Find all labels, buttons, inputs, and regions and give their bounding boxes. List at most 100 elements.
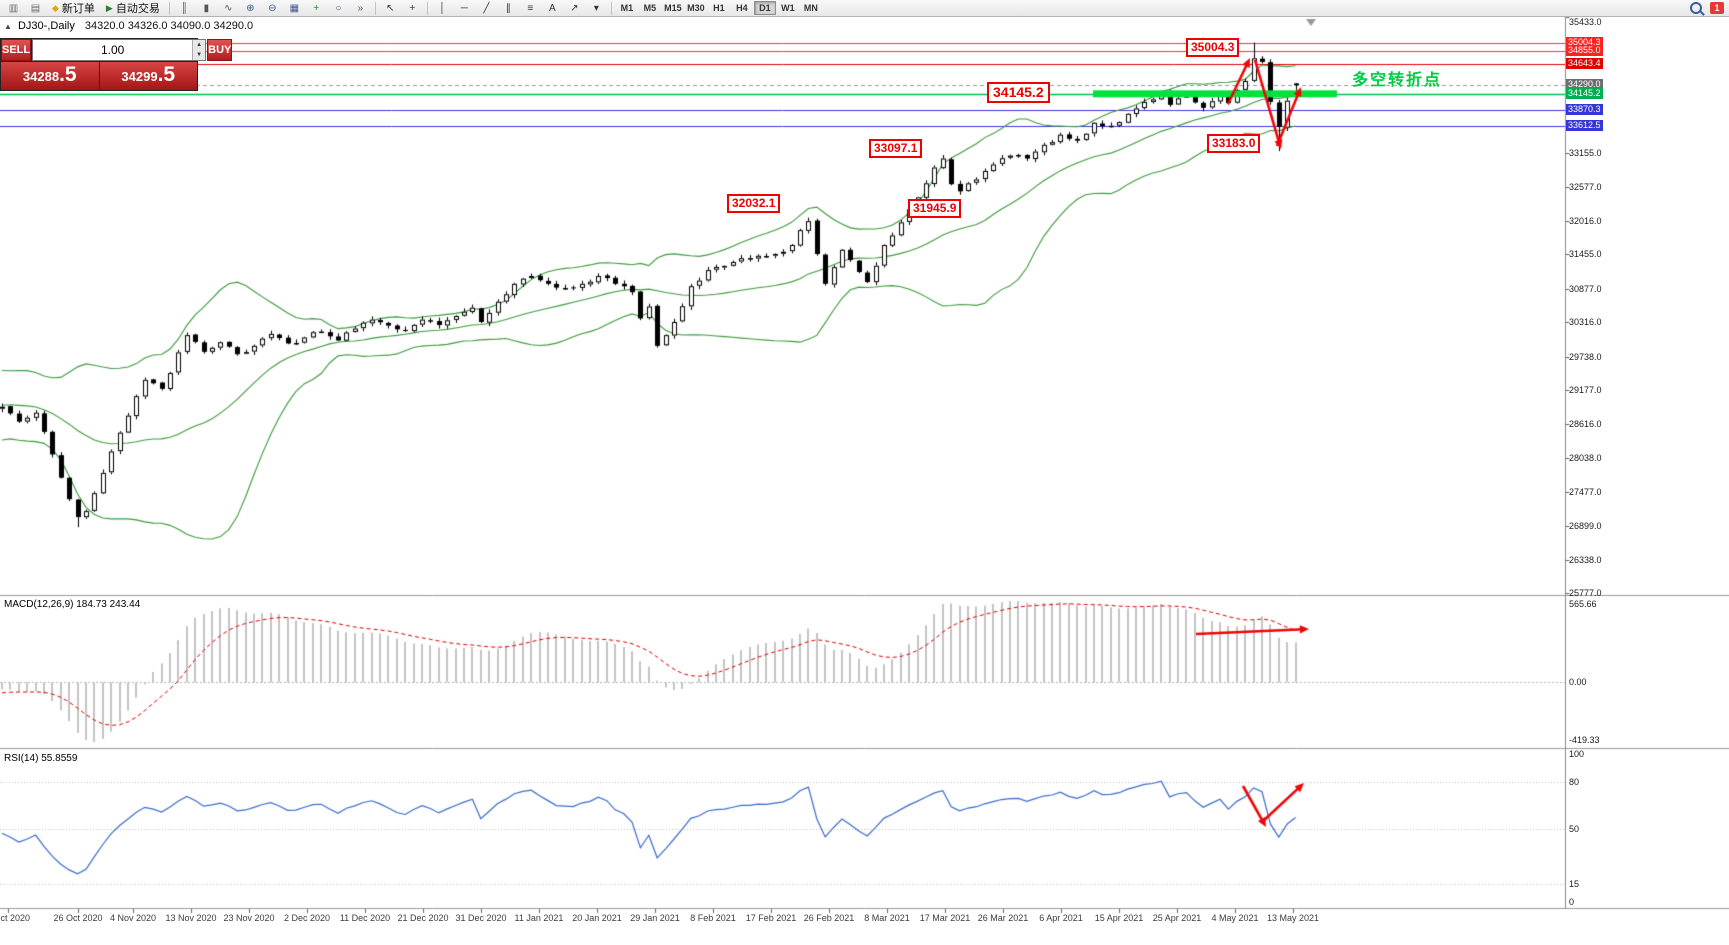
ohlc-values: 34320.0 34326.0 34090.0 34290.0 — [84, 20, 254, 32]
price-axis-badge: 33870.3 — [1566, 104, 1603, 116]
price-annotation-box[interactable]: 34145.2 — [987, 82, 1050, 103]
search-icon[interactable] — [1690, 2, 1702, 14]
price-axis-badge: 34145.2 — [1566, 87, 1603, 99]
date-axis-label: 11 Dec 2020 — [339, 913, 391, 923]
date-axis-label: 4 May 2021 — [1211, 913, 1259, 923]
date-axis-label: 26 Feb 2021 — [803, 913, 855, 923]
price-axis-badge: 34855.0 — [1566, 45, 1603, 57]
price-axis-badge: 34643.4 — [1566, 58, 1603, 70]
price-annotation-box[interactable]: 33183.0 — [1207, 134, 1261, 153]
price-axis-tick-label: 26899.0 — [1569, 521, 1602, 532]
sell-price-pips: .5 — [59, 63, 77, 86]
tile-windows-icon[interactable]: ▦ — [289, 2, 300, 14]
zoom-out-icon[interactable]: ⊖ — [268, 2, 277, 14]
bar-chart-icon[interactable]: ║ — [180, 2, 188, 14]
date-axis-label: 21 Dec 2020 — [397, 913, 449, 923]
horizontal-line-icon[interactable]: ─ — [460, 2, 468, 14]
timeframe-button-MN[interactable]: MN — [803, 3, 818, 13]
fibonacci-icon[interactable]: ≡ — [527, 2, 534, 14]
date-axis-label: 2 Dec 2020 — [283, 913, 331, 923]
date-axis-label: 6 Oct 2020 — [0, 913, 31, 923]
price-annotation-box[interactable]: 33097.1 — [869, 139, 923, 158]
new-order-button-label: 新订单 — [61, 3, 95, 15]
price-axis-tick-label: 28038.0 — [1569, 453, 1602, 464]
sell-button[interactable]: SELL — [1, 39, 32, 61]
bull-bear-turning-point-note[interactable]: 多空转折点 — [1352, 72, 1443, 89]
arrows-tool-icon[interactable]: ↗ — [570, 2, 579, 14]
price-axis-tick-label: 29177.0 — [1569, 385, 1602, 396]
chart-shift-icon[interactable]: » — [357, 2, 364, 14]
buy-price-pips: .5 — [157, 63, 176, 86]
main-toolbar: ▥ ▤ ◆ 新订单 ▶ 自动交易 ║ ▮ ∿ ⊕ ⊖ ▦ + ○» ↖ + │ ─ ╱ ∥ ≡ A ↗ ▾ M1 M5 M15 M30… — [0, 0, 1729, 17]
toolbar-separator — [610, 1, 612, 15]
date-axis-label: 31 Dec 2020 — [455, 913, 507, 923]
lot-size-field: ▲ ▼ — [32, 39, 207, 61]
price-annotation-box[interactable]: 35004.3 — [1186, 38, 1240, 57]
rsi-axis-label: 15 — [1569, 878, 1580, 889]
price-axis-tick-label: 33155.0 — [1569, 147, 1602, 158]
rsi-axis-label: 100 — [1569, 749, 1585, 759]
date-axis-label: 13 May 2021 — [1266, 913, 1320, 923]
date-axis-label: 8 Mar 2021 — [864, 913, 910, 923]
macd-indicator-label: MACD(12,26,9) 184.73 243.44 — [4, 599, 141, 610]
channel-icon[interactable]: ∥ — [505, 2, 511, 14]
symbol-period-label: DJ30-,Daily — [17, 20, 75, 32]
timeframe-button-H1[interactable]: H1 — [713, 3, 725, 13]
toolbar-separator — [426, 1, 428, 15]
lot-decrease-button[interactable]: ▼ — [192, 50, 206, 60]
cursor-icon[interactable]: ↖ — [386, 2, 395, 14]
candlestick-icon[interactable]: ▮ — [203, 2, 210, 14]
rsi-axis-label: 80 — [1569, 777, 1580, 788]
zoom-in-icon[interactable]: ⊕ — [246, 2, 255, 14]
buy-button[interactable]: BUY — [207, 39, 233, 61]
new-order-button[interactable]: ◆ 新订单 — [47, 1, 100, 16]
timeframe-button-M15[interactable]: M15 — [664, 3, 682, 13]
price-axis-tick-label: 29738.0 — [1569, 351, 1602, 362]
lot-size-spinner: ▲ ▼ — [192, 40, 206, 60]
price-axis-tick-label: 30316.0 — [1569, 317, 1602, 328]
crosshair-icon[interactable]: + — [409, 2, 416, 14]
price-axis-tick-label: 27477.0 — [1569, 486, 1602, 497]
timeframe-button-D1[interactable]: D1 — [753, 1, 776, 15]
chart-header: ▲ DJ30-,Daily 34320.0 34326.0 34090.0 34… — [4, 20, 253, 32]
price-annotation-box[interactable]: 32032.1 — [727, 194, 781, 213]
line-chart-icon[interactable]: ∿ — [224, 2, 233, 14]
new-chart-icon[interactable]: ▥ — [8, 2, 19, 14]
date-axis-label: 17 Mar 2021 — [919, 913, 971, 923]
date-axis-label: 4 Nov 2020 — [109, 913, 157, 923]
date-axis-label: 11 Jan 2021 — [514, 913, 564, 923]
price-axis-badge: 34290.0 — [1566, 79, 1603, 91]
sell-price-box[interactable]: 34288.5 — [1, 62, 99, 90]
autotrading-button[interactable]: ▶ 自动交易 — [101, 1, 165, 16]
one-click-trading-panel: SELL ▲ ▼ BUY 34288.5 34299.5 — [0, 38, 233, 91]
price-annotation-box[interactable]: 31945.9 — [908, 199, 962, 218]
toolbar-right-icons: 1 — [1690, 2, 1724, 14]
indicators-icon[interactable]: + — [313, 2, 320, 14]
rsi-axis-label: 50 — [1569, 824, 1580, 834]
chart-profiles-icon[interactable]: ▤ — [30, 2, 41, 14]
notification-badge[interactable]: 1 — [1710, 2, 1724, 14]
cycles-icon[interactable]: ○ — [335, 2, 342, 14]
trendline-icon[interactable]: ╱ — [483, 2, 490, 14]
price-axis-tick-label: 31455.0 — [1569, 249, 1602, 260]
timeframe-button-M5[interactable]: M5 — [643, 3, 657, 13]
shapes-dropdown-icon[interactable]: ▾ — [593, 2, 599, 14]
buy-price-main: 34299 — [121, 69, 158, 84]
collapse-panel-icon[interactable]: ▲ — [4, 22, 12, 31]
text-icon[interactable]: A — [549, 2, 556, 14]
new-order-button-icon: ◆ — [52, 2, 59, 13]
price-axis-tick-label: 30877.0 — [1569, 283, 1602, 294]
timeframe-button-M30[interactable]: M30 — [687, 3, 705, 13]
macd-axis-label: 565.66 — [1569, 599, 1597, 609]
date-axis-label: 15 Apr 2021 — [1094, 913, 1144, 923]
autotrading-button-label: 自动交易 — [115, 3, 160, 15]
vertical-line-icon[interactable]: │ — [439, 2, 446, 14]
lot-increase-button[interactable]: ▲ — [192, 40, 206, 50]
autotrading-button-icon: ▶ — [105, 2, 113, 13]
timeframe-button-M1[interactable]: M1 — [620, 3, 634, 13]
buy-price-box[interactable]: 34299.5 — [99, 62, 197, 90]
lot-size-input[interactable] — [33, 40, 193, 60]
timeframe-button-W1[interactable]: W1 — [781, 3, 795, 13]
timeframe-button-H4[interactable]: H4 — [736, 3, 748, 13]
